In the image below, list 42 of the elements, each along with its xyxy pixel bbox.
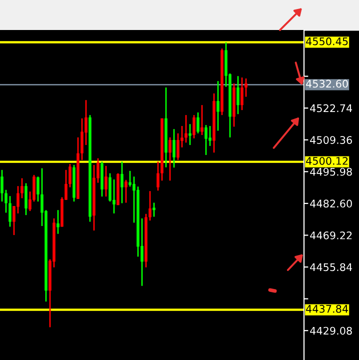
y-tick-label: 4469.22 bbox=[310, 231, 352, 240]
candlestick bbox=[56, 209, 60, 235]
candlestick bbox=[4, 189, 8, 214]
candlestick bbox=[8, 195, 12, 228]
candlestick bbox=[112, 178, 116, 214]
candlestick bbox=[196, 112, 200, 134]
candlestick bbox=[36, 176, 40, 202]
ref-line-label: 4550.45 bbox=[306, 37, 348, 46]
candlestick bbox=[152, 202, 156, 218]
ref-line-label: 4500.12 bbox=[306, 156, 348, 165]
ref-line-label: 4532.60 bbox=[306, 80, 348, 88]
candlestick bbox=[24, 182, 28, 216]
y-tick-label: 4522.74 bbox=[310, 104, 352, 112]
ref-line-label: 4437.84 bbox=[306, 304, 348, 313]
candlestick bbox=[168, 136, 172, 182]
candlestick bbox=[120, 160, 124, 204]
candlestick bbox=[204, 124, 208, 156]
candlestick bbox=[104, 165, 108, 198]
y-tick-label: 4455.84 bbox=[310, 263, 352, 272]
candlestick bbox=[236, 75, 240, 115]
candlestick bbox=[124, 179, 128, 204]
candlestick bbox=[156, 160, 160, 192]
candlestick bbox=[108, 172, 112, 202]
candlestick bbox=[80, 118, 84, 161]
candlestick bbox=[128, 170, 132, 188]
candlestick bbox=[192, 114, 196, 140]
y-tick-label: 4429.08 bbox=[310, 326, 352, 335]
candlestick bbox=[0, 169, 4, 202]
y-tick-label: 4495.98 bbox=[310, 168, 352, 176]
candlestick bbox=[208, 125, 212, 147]
candlestick bbox=[200, 104, 204, 136]
candlestick bbox=[184, 114, 188, 144]
candlestick bbox=[240, 76, 244, 111]
candlestick bbox=[148, 190, 152, 222]
candlestick bbox=[244, 78, 248, 98]
y-tick-label: 4482.60 bbox=[310, 200, 352, 208]
y-tick-label: 4509.36 bbox=[310, 136, 352, 144]
candlestick bbox=[172, 128, 176, 168]
candlestick bbox=[216, 80, 220, 132]
candlestick bbox=[68, 163, 72, 188]
candlestick bbox=[20, 178, 24, 199]
candlestick bbox=[176, 132, 180, 161]
